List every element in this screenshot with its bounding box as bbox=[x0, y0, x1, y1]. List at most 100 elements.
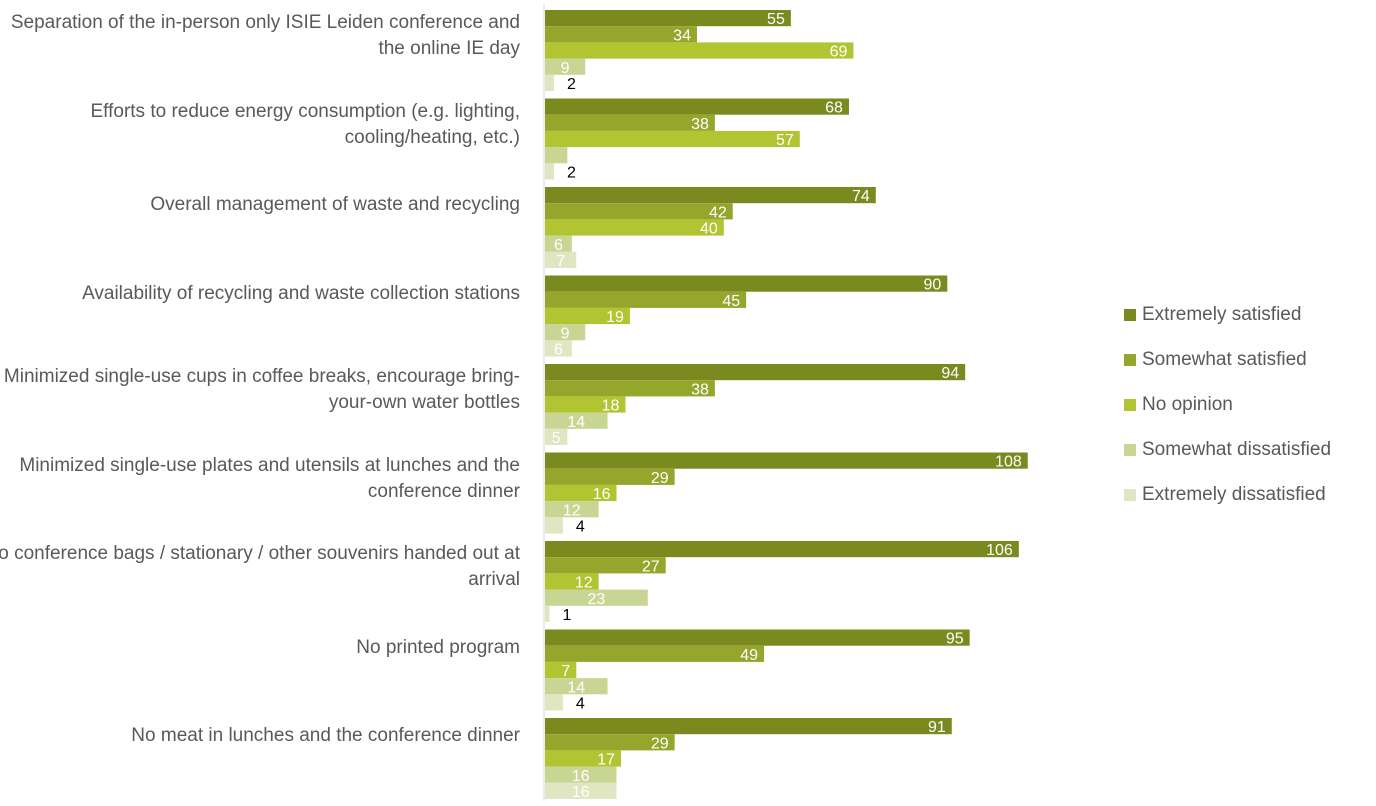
legend: Extremely satisfied Somewhat satisfied No … bbox=[1124, 300, 1331, 525]
bar bbox=[545, 340, 572, 357]
legend-label: No opinion bbox=[1142, 394, 1233, 415]
category-label: Efforts to reduce energy consumption (e.… bbox=[90, 100, 520, 148]
bar-data-label: 27 bbox=[642, 558, 660, 575]
bar-data-label: 40 bbox=[700, 221, 718, 238]
bar-data-label: 29 bbox=[651, 735, 669, 752]
bar bbox=[545, 187, 876, 204]
bar-data-label: 74 bbox=[852, 188, 870, 205]
bar-data-label: 90 bbox=[924, 277, 942, 294]
bar-data-label: 91 bbox=[928, 719, 946, 736]
category-label: No printed program bbox=[356, 636, 520, 658]
bar-data-label: 6 bbox=[554, 342, 563, 359]
legend-swatch bbox=[1124, 444, 1136, 456]
bar bbox=[545, 428, 568, 445]
bar bbox=[545, 42, 854, 59]
bar bbox=[545, 605, 550, 622]
bar bbox=[545, 750, 621, 767]
legend-swatch bbox=[1124, 309, 1136, 321]
bar-data-label: 55 bbox=[767, 11, 785, 28]
bar bbox=[545, 203, 733, 220]
legend-label: Somewhat dissatisfied bbox=[1142, 439, 1332, 460]
bar bbox=[545, 163, 554, 180]
bar-data-label: 38 bbox=[691, 381, 709, 398]
category-label: Overall management of waste and recyclin… bbox=[150, 194, 520, 215]
bar bbox=[545, 766, 617, 783]
bar bbox=[545, 74, 554, 91]
bar-data-label: 16 bbox=[572, 768, 590, 785]
bar-data-label: 7 bbox=[561, 663, 570, 680]
category-label: Separation of the in-person only ISIE Le… bbox=[10, 12, 520, 59]
bar bbox=[545, 678, 608, 695]
bar-data-label: 69 bbox=[830, 44, 848, 61]
bar-data-label: 17 bbox=[597, 752, 615, 769]
bar-data-label: 42 bbox=[709, 204, 727, 221]
category-label: Availability of recycling and waste coll… bbox=[82, 282, 520, 304]
bar-data-label: 18 bbox=[602, 398, 620, 415]
category-label: Minimized single-use plates and utensils… bbox=[19, 454, 520, 502]
bar-data-label: 9 bbox=[561, 60, 570, 77]
bar bbox=[545, 275, 948, 292]
legend-label: Somewhat satisfied bbox=[1142, 349, 1307, 370]
bar-data-label: 23 bbox=[588, 591, 606, 608]
bar bbox=[545, 468, 675, 485]
bar bbox=[545, 130, 800, 148]
bar-data-label: 57 bbox=[776, 132, 794, 149]
bar bbox=[545, 589, 648, 606]
category-label: Minimized single-use cups in coffee brea… bbox=[3, 366, 520, 413]
bar-data-label: 12 bbox=[575, 575, 593, 592]
legend-swatch bbox=[1124, 354, 1136, 366]
bar-data-label: 38 bbox=[691, 116, 709, 133]
bar-data-label: 68 bbox=[825, 100, 843, 117]
bar-data-label: 94 bbox=[941, 365, 959, 382]
bar bbox=[545, 573, 599, 590]
bar bbox=[545, 58, 586, 75]
bar bbox=[545, 114, 715, 131]
bar-data-label: 16 bbox=[593, 486, 611, 503]
bar bbox=[545, 517, 563, 534]
bar bbox=[545, 694, 563, 711]
bar bbox=[545, 380, 715, 397]
bar bbox=[545, 291, 747, 308]
bar bbox=[545, 452, 1028, 469]
bar bbox=[545, 235, 572, 252]
bar bbox=[545, 557, 666, 574]
bar bbox=[545, 718, 952, 735]
bar-data-label: 4 bbox=[576, 696, 585, 713]
bar bbox=[545, 734, 675, 751]
bar bbox=[545, 251, 577, 268]
bar-data-label: 2 bbox=[567, 76, 576, 93]
category-label: No conference bags / stationary / other … bbox=[0, 543, 520, 590]
legend-swatch bbox=[1124, 489, 1136, 501]
bar bbox=[545, 645, 765, 662]
bar bbox=[545, 396, 626, 413]
bar-data-label: 19 bbox=[606, 309, 624, 326]
legend-label: Extremely dissatisfied bbox=[1142, 484, 1326, 505]
bar-data-label: 14 bbox=[567, 679, 585, 696]
bar bbox=[545, 541, 1019, 558]
bar-data-label: 16 bbox=[572, 784, 590, 801]
bar-data-label: 12 bbox=[563, 502, 581, 519]
bar bbox=[545, 364, 966, 381]
bar bbox=[545, 782, 617, 799]
bar-data-label: 106 bbox=[986, 542, 1013, 559]
bar bbox=[545, 307, 630, 325]
bar-data-label: 1 bbox=[562, 607, 571, 624]
bar bbox=[545, 219, 724, 236]
bar-data-label: 5 bbox=[552, 430, 561, 447]
bar bbox=[545, 10, 791, 27]
legend-label: Extremely satisfied bbox=[1142, 304, 1302, 325]
bar bbox=[545, 661, 577, 679]
legend-item: Extremely dissatisfied bbox=[1124, 480, 1331, 510]
bar-data-label: 7 bbox=[556, 253, 565, 270]
bar-data-label: 34 bbox=[673, 27, 691, 44]
legend-item: Somewhat dissatisfied bbox=[1124, 435, 1331, 465]
bar bbox=[545, 484, 617, 502]
bar-data-label: 29 bbox=[651, 470, 669, 487]
bar-data-label: 108 bbox=[995, 454, 1022, 471]
bar bbox=[545, 501, 599, 518]
bar bbox=[545, 26, 697, 43]
bar-data-label: 45 bbox=[722, 293, 740, 310]
bar-data-label: 95 bbox=[946, 631, 964, 648]
